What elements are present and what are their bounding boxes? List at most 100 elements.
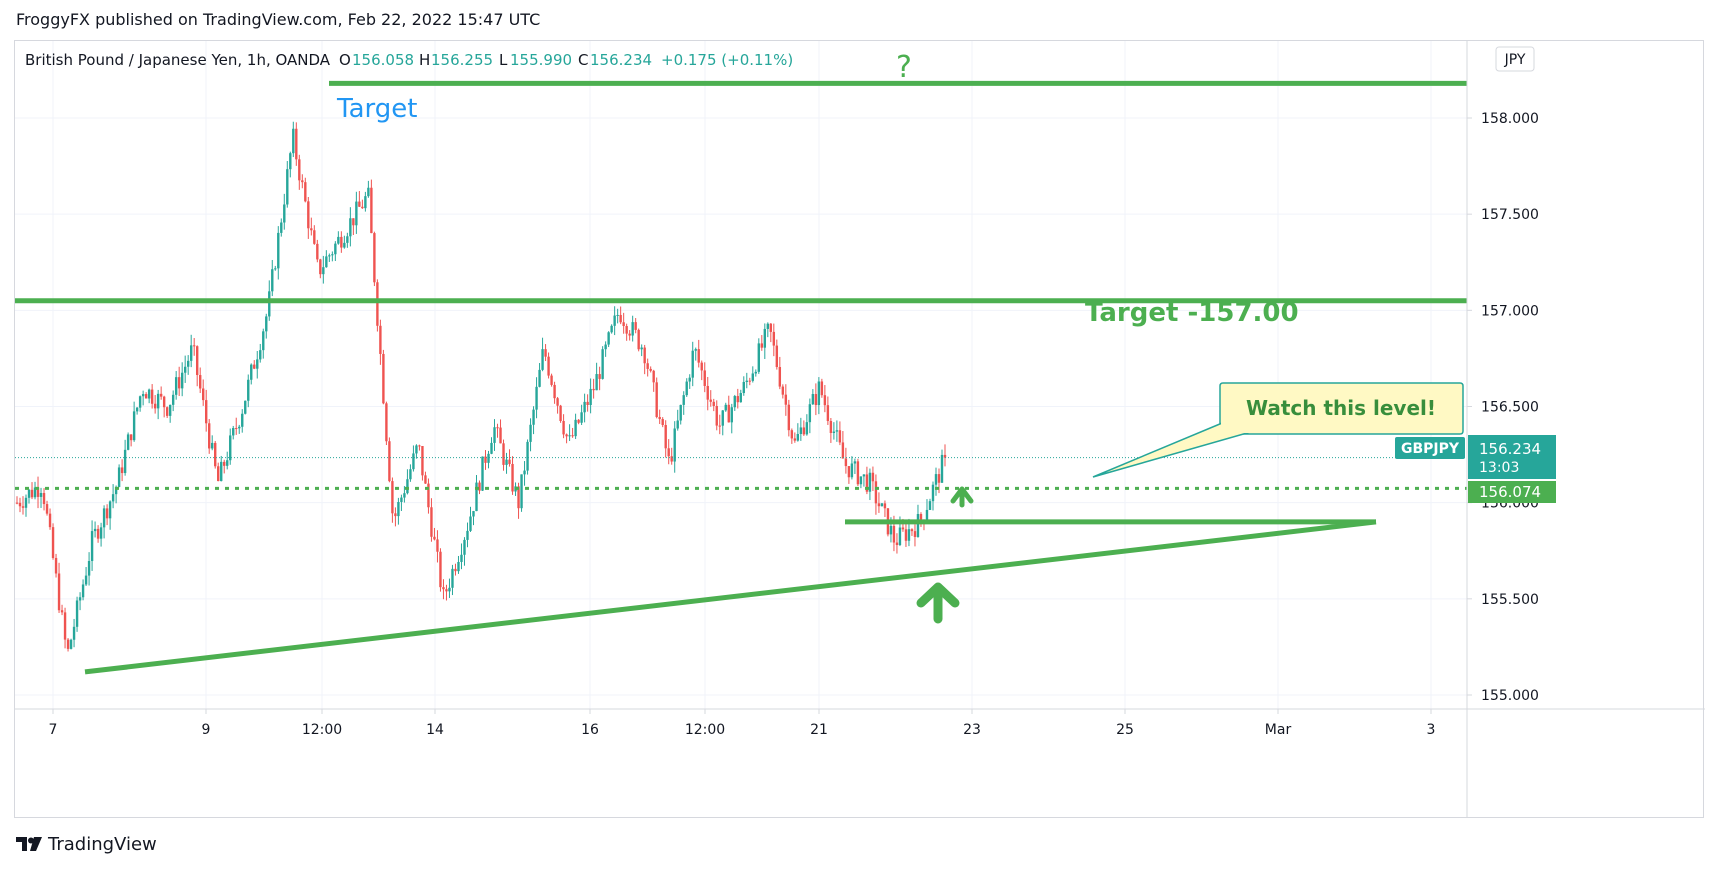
candle-body bbox=[850, 463, 854, 478]
candle-body bbox=[238, 426, 241, 429]
candle-body bbox=[259, 350, 262, 360]
candle-body bbox=[30, 489, 34, 498]
legend-symbol: British Pound / Japanese Yen, 1h, OANDA bbox=[25, 51, 331, 69]
candle-body bbox=[697, 349, 700, 363]
candle-body bbox=[445, 589, 448, 592]
candle-body bbox=[682, 395, 685, 405]
level-tag-text: 156.074 bbox=[1479, 483, 1541, 501]
candle-body bbox=[412, 453, 415, 470]
candle-body bbox=[289, 153, 292, 170]
candle-body bbox=[343, 242, 346, 248]
candle-body bbox=[940, 454, 944, 483]
time-tick-label: Mar bbox=[1265, 722, 1292, 738]
chart-svg[interactable]: ? Target Target -157.00 Watch this level! B… bbox=[15, 41, 1705, 819]
candle-body bbox=[700, 362, 703, 371]
candle-body bbox=[195, 346, 199, 376]
candle-body bbox=[715, 405, 718, 426]
candle-body bbox=[673, 428, 676, 462]
candle-body bbox=[277, 232, 280, 269]
candle-body bbox=[15, 502, 19, 504]
candle-body bbox=[661, 419, 664, 425]
candle-body bbox=[490, 442, 493, 454]
candle-body bbox=[622, 322, 625, 327]
price-axis[interactable]: 158.000157.500157.000156.500156.000155.5… bbox=[1466, 41, 1539, 817]
legend-h-label: H bbox=[419, 51, 430, 69]
candle-body bbox=[129, 434, 133, 441]
candle-body bbox=[814, 394, 818, 406]
candle-body bbox=[694, 349, 697, 351]
candle-body bbox=[667, 448, 670, 457]
candle-body bbox=[418, 445, 421, 447]
price-labels: GBPJPY 156.234 13:03 156.074 bbox=[1395, 435, 1556, 503]
candle-body bbox=[865, 474, 869, 492]
price-tick-label: 157.000 bbox=[1481, 303, 1539, 319]
legend-l-value: 155.990 bbox=[510, 51, 572, 69]
candle-body bbox=[754, 371, 757, 374]
candle-body bbox=[937, 474, 941, 483]
candle-body bbox=[733, 396, 736, 408]
time-tick-label: 21 bbox=[810, 722, 828, 738]
candle-body bbox=[481, 456, 484, 491]
candle-body bbox=[102, 508, 106, 528]
symbol-tag-text: GBPJPY bbox=[1401, 441, 1460, 457]
candle-body bbox=[505, 459, 508, 465]
candle-body bbox=[478, 482, 481, 491]
tradingview-logo[interactable]: TradingView bbox=[16, 834, 157, 855]
candle-body bbox=[610, 325, 613, 333]
candle-body bbox=[775, 345, 779, 368]
candle-body bbox=[778, 367, 782, 387]
candle-body bbox=[132, 411, 136, 441]
candle-body bbox=[388, 441, 391, 482]
candle-body bbox=[108, 501, 112, 519]
candle-body bbox=[319, 259, 322, 275]
candle-body bbox=[580, 412, 583, 423]
candle-body bbox=[529, 424, 532, 442]
candle-body bbox=[772, 331, 776, 346]
candle-body bbox=[120, 467, 124, 474]
candle-body bbox=[571, 435, 574, 437]
candle-body bbox=[604, 344, 607, 350]
candle-body bbox=[280, 222, 283, 233]
candle-body bbox=[379, 325, 382, 354]
candle-body bbox=[439, 551, 442, 588]
candle-body bbox=[586, 401, 589, 405]
candle-body bbox=[105, 508, 109, 519]
candle-body bbox=[577, 419, 580, 423]
candle-body bbox=[217, 466, 220, 482]
candle-body bbox=[907, 529, 911, 541]
time-tick-label: 25 bbox=[1116, 722, 1134, 738]
candle-body bbox=[183, 366, 187, 373]
candle-body bbox=[835, 430, 839, 432]
candle-body bbox=[520, 474, 523, 509]
candle-body bbox=[141, 394, 145, 397]
candle-body bbox=[84, 575, 88, 585]
candle-body bbox=[703, 370, 706, 386]
candle-body bbox=[625, 326, 628, 334]
candle-body bbox=[144, 394, 148, 399]
time-axis[interactable]: 7 9 12:00 14 16 12:00 21 23 25 Mar 3 bbox=[15, 708, 1705, 738]
candle-body bbox=[211, 442, 214, 449]
time-tick-label: 7 bbox=[49, 722, 58, 738]
legend-h-value: 156.255 bbox=[431, 51, 493, 69]
candle-body bbox=[442, 587, 445, 590]
candle-body bbox=[880, 503, 884, 507]
candle-body bbox=[904, 529, 908, 541]
candle-body bbox=[436, 539, 439, 552]
candle-body bbox=[198, 375, 202, 389]
candle-body bbox=[748, 380, 751, 382]
candle-body bbox=[165, 407, 169, 416]
currency-button[interactable]: JPY bbox=[1495, 46, 1535, 72]
candle-body bbox=[220, 461, 223, 482]
candle-body bbox=[90, 531, 94, 561]
chart-frame[interactable]: ? Target Target -157.00 Watch this level! B… bbox=[14, 40, 1705, 819]
candle-body bbox=[556, 398, 559, 406]
candle-body bbox=[162, 396, 166, 408]
candle-body bbox=[640, 347, 643, 350]
candle-body bbox=[430, 507, 433, 537]
candle-body bbox=[901, 527, 905, 530]
candle-body bbox=[367, 187, 370, 197]
candle-body bbox=[619, 314, 622, 323]
candle-body bbox=[373, 233, 376, 283]
candle-body bbox=[475, 482, 478, 512]
candle-body bbox=[60, 610, 64, 613]
